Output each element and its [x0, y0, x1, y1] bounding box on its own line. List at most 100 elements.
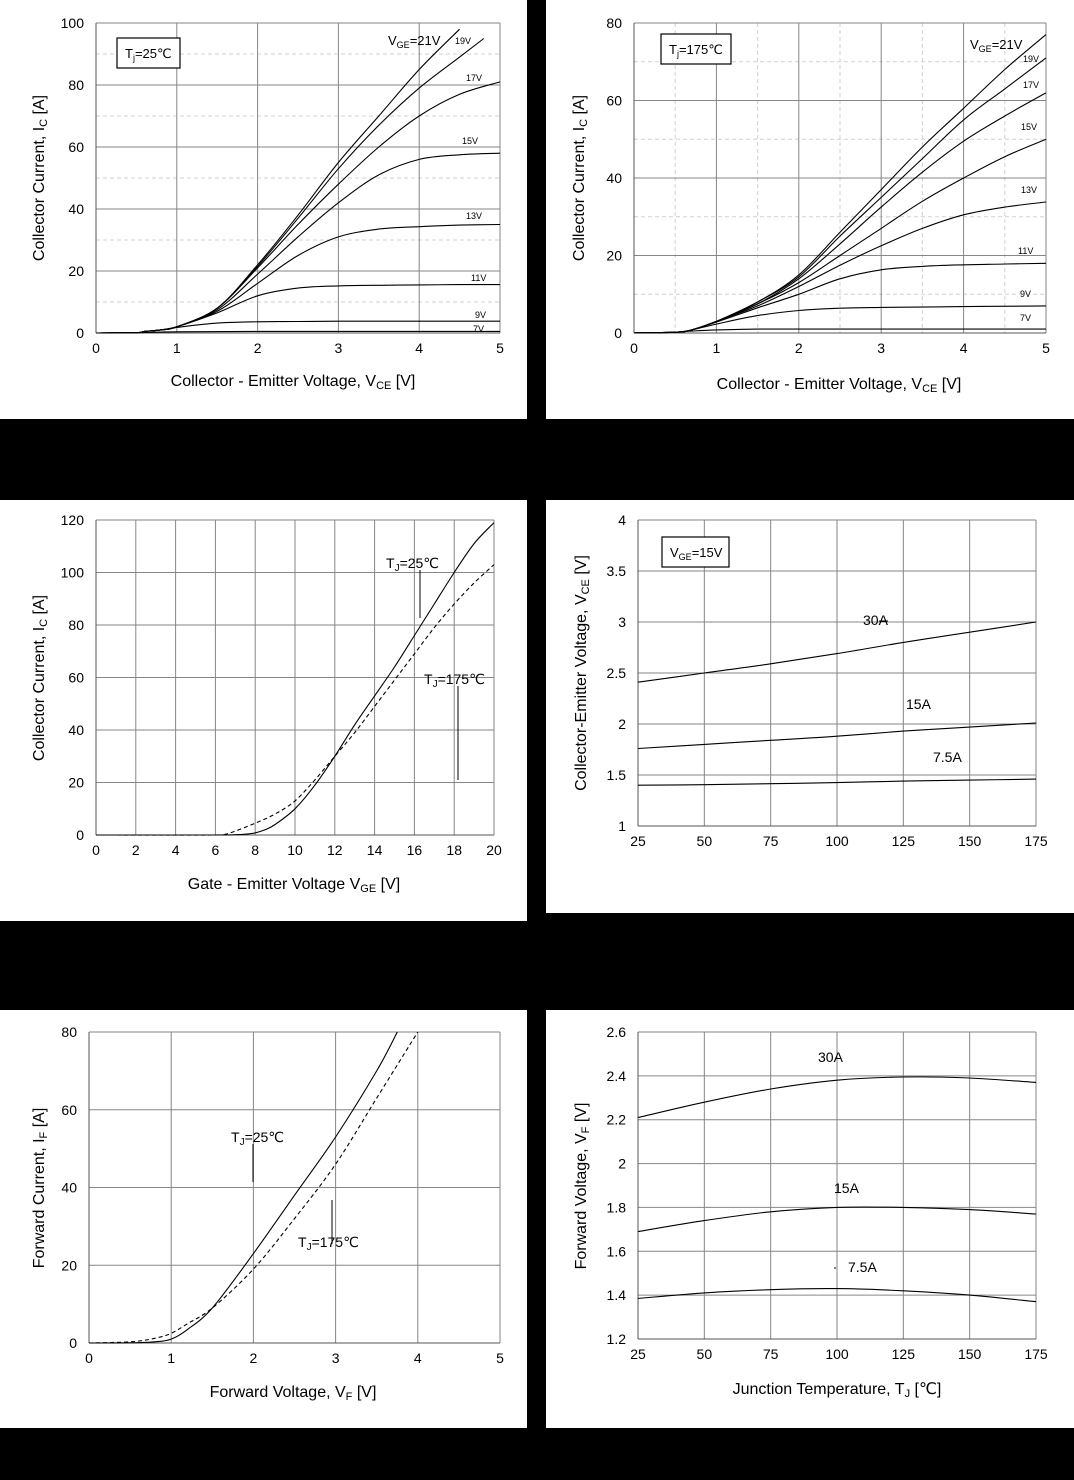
x-tick-label: 1	[167, 1350, 175, 1366]
x-tick-label: 3	[335, 340, 343, 356]
chart-if-vf: 0 1 2 3 4 5 0 20 40 60 80 Forward Voltage, VF [V] Fo…	[0, 1010, 527, 1428]
condition-box	[660, 33, 732, 65]
series-label: 13V	[466, 211, 482, 221]
legend-title-main: V	[970, 37, 979, 52]
x-tick-label: 100	[825, 833, 849, 849]
x-tick-label: 1	[173, 340, 181, 356]
x-tick-label: 1	[713, 340, 721, 356]
y-tick-label: 1.5	[607, 767, 627, 783]
x-tick-label: 3	[877, 340, 885, 356]
y-tick-label: 20	[68, 775, 84, 791]
annotation-label-tail: =25℃	[400, 555, 439, 571]
annotation-label-sub: J	[307, 1242, 312, 1253]
y-tick-label: 1.6	[607, 1243, 627, 1259]
condition-label: VGE=15V	[670, 545, 723, 562]
chart-ic-vce-175c-svg: 0 1 2 3 4 5 0 20 40 60 80 Collector - Emitter Volta…	[571, 15, 1050, 395]
y-tick-label: 0	[69, 1335, 77, 1351]
x-tick-label: 5	[496, 1350, 504, 1366]
series-label: 19V	[1023, 54, 1039, 64]
legend-title-sub: GE	[397, 40, 410, 50]
y-tick-label: 1.2	[607, 1331, 627, 1347]
y-tick-label: 20	[606, 248, 622, 264]
x-axis-label-main: Junction Temperature, T	[733, 1381, 905, 1398]
y-tick-label: 2.6	[607, 1024, 627, 1040]
x-tick-label: 175	[1024, 833, 1048, 849]
series-line-tj25	[96, 522, 495, 836]
x-axis-label-tail: [V]	[376, 876, 400, 893]
condition-box	[116, 37, 181, 69]
series-label: 7V	[473, 324, 484, 334]
series-line-15a	[637, 1206, 1037, 1233]
series-label: 17V	[466, 73, 482, 83]
x-tick-label: 12	[327, 842, 343, 858]
x-axis-label-main: Collector - Emitter Voltage, V	[717, 376, 923, 393]
y-tick-label: 100	[61, 15, 85, 31]
annotation-label-main: T	[298, 1234, 307, 1250]
x-tick-label: 8	[251, 842, 259, 858]
series-label: 15A	[906, 696, 932, 712]
series-label: 15V	[462, 136, 478, 146]
series-line-30a	[637, 1076, 1037, 1119]
y-axis-label: Forward Voltage, VF [V]	[573, 1103, 592, 1270]
y-tick-label: 0	[76, 827, 84, 843]
series-line-15v	[95, 152, 501, 334]
y-axis-label-main: Collector Current, I	[571, 127, 588, 261]
x-axis-label-main: Gate - Emitter Voltage V	[188, 876, 361, 893]
annotation-label-main: T	[386, 555, 395, 571]
condition-box	[661, 536, 730, 568]
x-tick-label: 5	[496, 340, 504, 356]
condition-label-tail: =25℃	[135, 46, 172, 61]
chart-vf-tj: 25 50 75 100 125 150 175 1.2 1.4 1.6 1.8 2 2.2 2.4 2.6…	[546, 1010, 1074, 1428]
y-axis-label-tail: [V]	[573, 1103, 590, 1127]
chart-ic-vce-25c: 0 1 2 3 4 5 0 20 40 60 80 100 Collector - Emitter Vo…	[0, 0, 527, 419]
y-axis-label-main: Collector Current, I	[31, 627, 48, 761]
chart-vce-tj: 25507510012515017511.522.533.54Junction …	[546, 500, 1074, 1387]
series-line-30a	[637, 621, 1037, 683]
x-tick-label: 3	[332, 1350, 340, 1366]
x-tick-label: 18	[446, 842, 462, 858]
annotation-label-sub: J	[395, 563, 400, 574]
y-axis-label: Collector Current, IC [A]	[31, 595, 50, 761]
y-tick-label: 2	[618, 716, 626, 732]
condition-label-main: T	[669, 42, 677, 57]
chart-vf-tj-svg: 25 50 75 100 125 150 175 1.2 1.4 1.6 1.8 2 2.2 2.4 2.6…	[573, 1024, 1048, 1400]
x-tick-label: 125	[892, 1346, 916, 1362]
condition-label-tail: =175℃	[679, 42, 723, 57]
x-tick-label: 0	[85, 1350, 93, 1366]
annotation-label-tail: =175℃	[312, 1234, 359, 1250]
legend-title: VGE=21V	[388, 33, 441, 50]
series-line-7v	[633, 328, 1046, 334]
x-tick-label: 14	[367, 842, 383, 858]
y-tick-label: 1.4	[607, 1287, 627, 1303]
gridlines	[88, 1031, 501, 1344]
condition-label-sub: j	[676, 49, 679, 59]
y-axis-label-main: Forward Current, I	[31, 1138, 48, 1268]
x-axis-label-sub: J	[905, 1388, 911, 1400]
x-tick-label: 100	[825, 1346, 849, 1362]
y-tick-label: 3	[618, 614, 626, 630]
series-line-17v	[95, 81, 501, 334]
x-tick-label: 0	[630, 340, 638, 356]
x-axis-label: Collector - Emitter Voltage, VCE [V]	[717, 376, 962, 395]
x-tick-label: 4	[960, 340, 968, 356]
y-tick-label: 2.5	[607, 665, 627, 681]
condition-label-sub: GE	[679, 552, 692, 562]
x-tick-label: 16	[407, 842, 423, 858]
series-line-21v	[95, 28, 460, 334]
x-axis-label-sub: F	[346, 1391, 353, 1403]
y-axis-label-sub: F	[38, 1131, 50, 1138]
x-tick-label: 75	[763, 1346, 779, 1362]
x-axis-label: Collector - Emitter Voltage, VCE [V]	[171, 373, 416, 392]
chart-ic-vce-25c-svg: 0 1 2 3 4 5 0 20 40 60 80 100 Collector - Emitter Vo…	[31, 15, 504, 392]
y-axis-label-sub: CE	[580, 579, 592, 594]
y-axis-label-tail: [A]	[571, 95, 588, 119]
annotation-label: TJ=25℃	[386, 555, 439, 574]
series-label: 13V	[1021, 185, 1037, 195]
x-tick-label: 2	[795, 340, 803, 356]
series-label: 7V	[1020, 313, 1031, 323]
condition-label: Tj=175℃	[669, 42, 723, 59]
x-tick-label: 10	[287, 842, 303, 858]
y-axis-label: Collector Current, IC [A]	[31, 95, 50, 261]
condition-label-tail: =15V	[692, 545, 723, 560]
x-axis-label-tail: [℃]	[910, 1381, 941, 1398]
